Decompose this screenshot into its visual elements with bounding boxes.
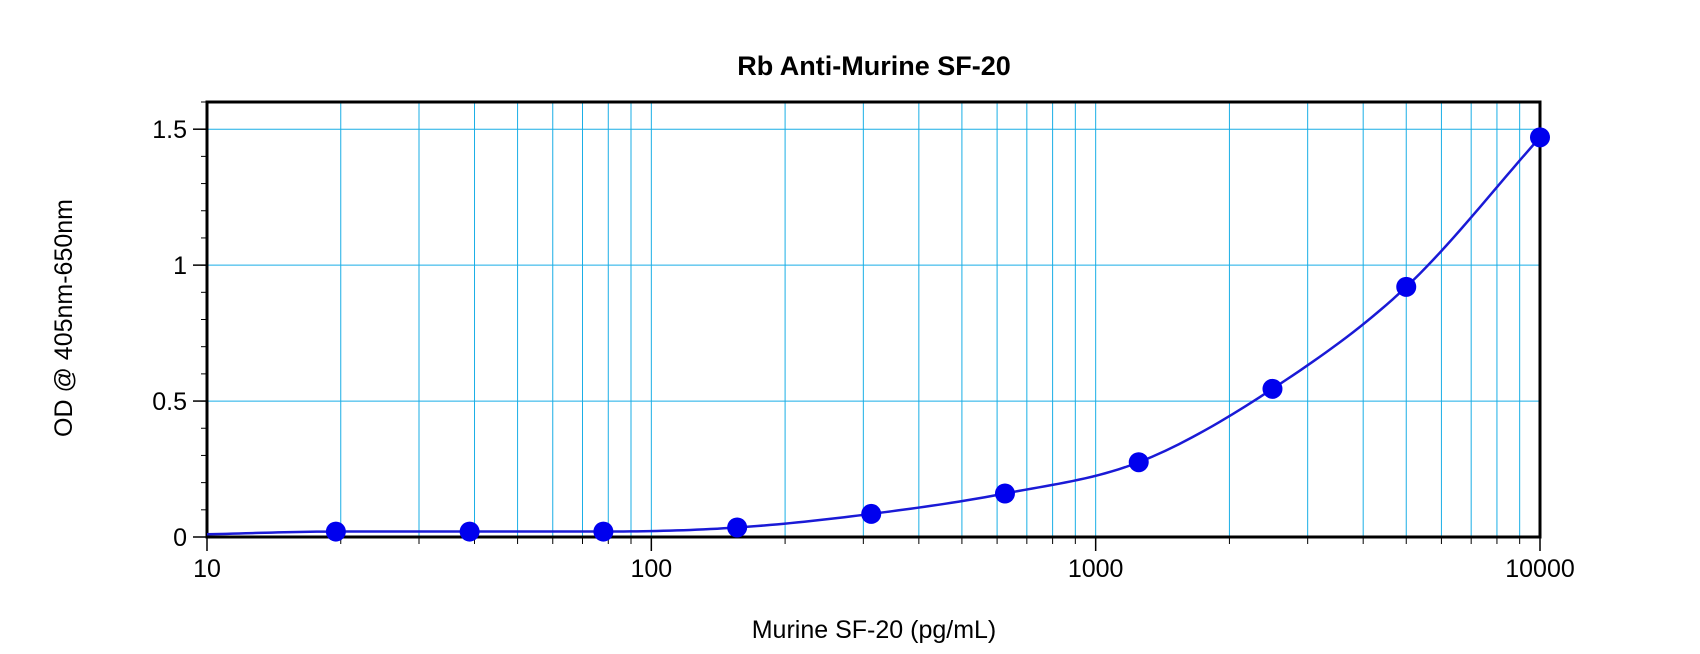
data-point [459, 521, 480, 542]
x-tick-label: 10 [193, 555, 221, 583]
x-tick-label: 10000 [1505, 555, 1575, 583]
data-point [994, 483, 1015, 504]
x-axis-label: Murine SF-20 (pg/mL) [752, 616, 997, 644]
grid [207, 102, 1540, 537]
data-point [1396, 276, 1417, 297]
data-point [1128, 452, 1149, 473]
data-point [593, 521, 614, 542]
data-point [1262, 378, 1283, 399]
data-point [325, 521, 346, 542]
y-tick-label: 0 [173, 524, 187, 552]
data-series [206, 127, 1550, 542]
plot-frame [205, 100, 1542, 539]
x-tick-label: 100 [630, 555, 672, 583]
y-tick-label: 1.5 [152, 116, 187, 144]
data-point [727, 517, 748, 538]
y-tick-label: 1 [173, 252, 187, 280]
y-tick-label: 0.5 [152, 388, 187, 416]
tick-labels: 0 0.5 1 1.5 10 100 1000 10000 [152, 116, 1575, 583]
axes [193, 100, 1542, 551]
fit-curve [206, 136, 1541, 536]
x-tick-label: 1000 [1068, 555, 1124, 583]
y-axis-label: OD @ 405nm-650nm [50, 199, 78, 437]
data-point [861, 503, 882, 524]
chart-title: Rb Anti-Murine SF-20 [737, 51, 1011, 81]
data-point [1530, 127, 1550, 148]
